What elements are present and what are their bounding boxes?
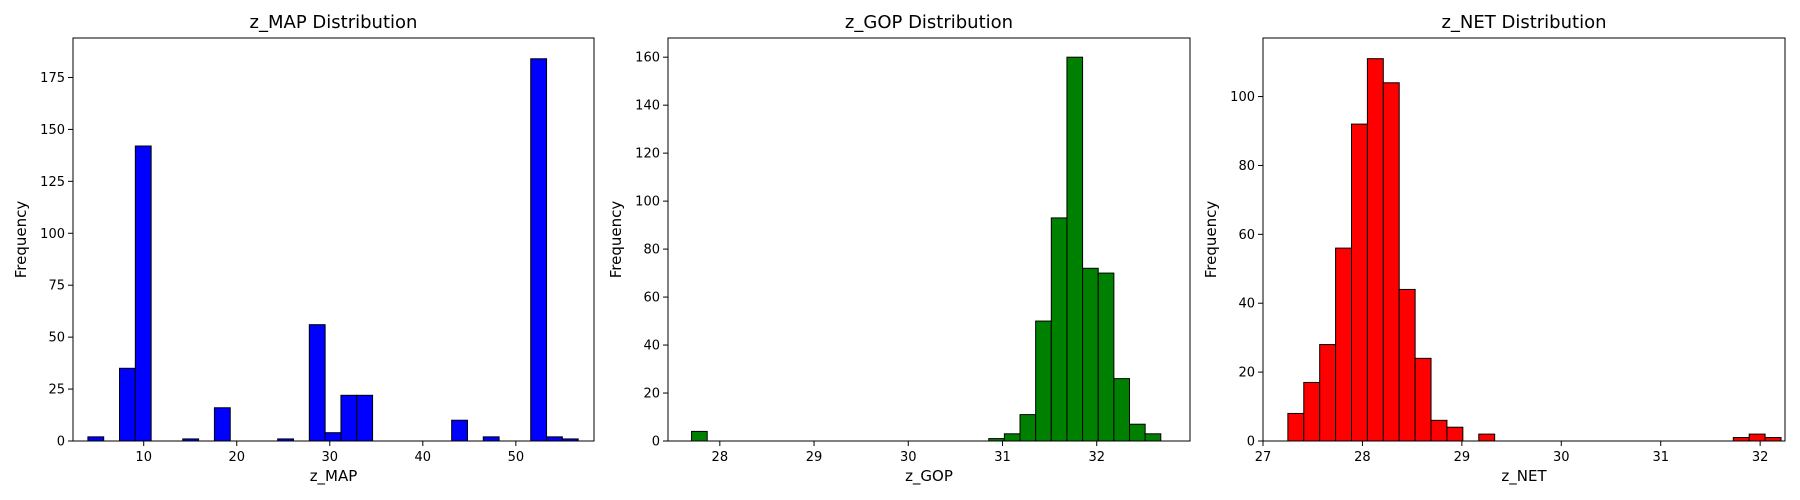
histogram-bar bbox=[546, 436, 563, 442]
histogram-bar bbox=[1446, 426, 1464, 442]
histogram-bar bbox=[324, 432, 342, 442]
y-tick-label: 160 bbox=[635, 51, 660, 66]
y-tick-label: 75 bbox=[48, 279, 65, 294]
bars bbox=[691, 56, 1162, 442]
y-tick-label: 150 bbox=[40, 123, 65, 138]
histogram-bar bbox=[1082, 267, 1099, 442]
x-axis-label: z_NET bbox=[1501, 467, 1547, 486]
y-tick-label: 100 bbox=[1230, 90, 1255, 105]
histogram-bar bbox=[213, 407, 231, 442]
histogram-bar bbox=[1050, 217, 1068, 442]
histogram-bar bbox=[1287, 412, 1305, 442]
x-tick-label: 30 bbox=[322, 450, 339, 465]
bars bbox=[1287, 58, 1782, 442]
y-tick-label: 0 bbox=[652, 435, 660, 450]
chart-title: z_MAP Distribution bbox=[250, 12, 418, 33]
y-tick-label: 50 bbox=[48, 331, 65, 346]
histogram-bar bbox=[1113, 378, 1131, 442]
x-tick-label: 40 bbox=[415, 450, 432, 465]
plot-frame bbox=[72, 37, 595, 442]
y-tick-label: 40 bbox=[643, 339, 660, 354]
histogram-bar bbox=[1414, 357, 1432, 442]
x-tick-label: 30 bbox=[900, 450, 917, 465]
y-axis-label: Frequency bbox=[12, 201, 30, 279]
x-tick-label: 28 bbox=[1354, 450, 1371, 465]
histogram-bar bbox=[1398, 288, 1416, 442]
x-tick-label: 10 bbox=[135, 450, 152, 465]
y-tick-label: 125 bbox=[40, 175, 65, 190]
x-axis-label: z_GOP bbox=[905, 467, 953, 486]
histogram-bar bbox=[1319, 344, 1337, 442]
x-tick-label: 20 bbox=[228, 450, 245, 465]
chart-panel-2: 28 29 30 31 32 0 20 40 60 80 100 120 140 160 z_GOP Dis… bbox=[607, 12, 1191, 486]
histogram-bar bbox=[1732, 437, 1750, 442]
chart-title: z_GOP Distribution bbox=[845, 12, 1013, 33]
y-tick-label: 100 bbox=[635, 195, 660, 210]
y-axis-label: Frequency bbox=[1202, 201, 1220, 279]
histogram-bar bbox=[1748, 433, 1766, 442]
histogram-bar bbox=[119, 367, 136, 442]
histogram-bar bbox=[451, 419, 468, 442]
x-tick-label: 32 bbox=[1088, 450, 1105, 465]
histogram-bar bbox=[1035, 320, 1052, 442]
histogram-bar bbox=[1350, 123, 1368, 442]
y-tick-label: 60 bbox=[1238, 228, 1255, 243]
x-tick-label: 31 bbox=[994, 450, 1011, 465]
histogram-bar bbox=[1430, 419, 1448, 442]
y-tick-label: 175 bbox=[40, 71, 65, 86]
histogram-bar bbox=[482, 436, 500, 442]
histogram-bar bbox=[1019, 414, 1037, 442]
x-tick-label: 30 bbox=[1553, 450, 1570, 465]
y-tick-label: 40 bbox=[1238, 297, 1255, 312]
x-tick-label: 31 bbox=[1652, 450, 1669, 465]
histogram-bar bbox=[1335, 247, 1352, 442]
histogram-bar bbox=[1478, 433, 1496, 442]
x-tick-label: 32 bbox=[1752, 450, 1769, 465]
x-tick-label: 50 bbox=[508, 450, 525, 465]
y-tick-label: 100 bbox=[40, 227, 65, 242]
histogram-bar bbox=[1144, 433, 1162, 442]
histogram-bar bbox=[1764, 437, 1782, 442]
histogram-bar bbox=[134, 145, 152, 442]
histogram-bar bbox=[691, 430, 708, 442]
y-axis-label: Frequency bbox=[607, 201, 625, 279]
histogram-bar bbox=[530, 58, 548, 442]
histogram-bar bbox=[340, 394, 358, 442]
histogram-bar bbox=[1129, 423, 1146, 442]
chart-panel-1: 10 20 30 40 50 0 25 50 75 100 125 150 175 z_MAP Distr… bbox=[12, 12, 595, 486]
plot-frame bbox=[1262, 37, 1786, 442]
histogram-bar bbox=[1303, 381, 1321, 442]
histogram-bar bbox=[356, 394, 374, 442]
y-tick-label: 0 bbox=[57, 435, 65, 450]
histogram-bar bbox=[308, 324, 326, 442]
y-tick-label: 140 bbox=[635, 99, 660, 114]
y-tick-label: 20 bbox=[643, 387, 660, 402]
histogram-bar bbox=[1382, 82, 1400, 442]
y-tick-label: 120 bbox=[635, 147, 660, 162]
histogram-bar bbox=[1097, 272, 1115, 442]
histogram-bar bbox=[87, 436, 105, 442]
y-tick-label: 25 bbox=[48, 383, 65, 398]
x-tick-label: 28 bbox=[712, 450, 729, 465]
y-tick-label: 0 bbox=[1247, 435, 1255, 450]
y-tick-label: 80 bbox=[1238, 159, 1255, 174]
y-tick-label: 60 bbox=[643, 291, 660, 306]
x-tick-label: 29 bbox=[1454, 450, 1471, 465]
chart-title: z_NET Distribution bbox=[1441, 12, 1606, 33]
bars bbox=[87, 58, 579, 442]
x-tick-label: 27 bbox=[1255, 450, 1272, 465]
histogram-bar bbox=[1066, 56, 1084, 442]
y-tick-label: 20 bbox=[1238, 366, 1255, 381]
histogram-bar bbox=[1003, 433, 1021, 442]
chart-panel-3: 27 28 29 30 31 32 0 20 40 60 80 100 z_NET Distributi… bbox=[1202, 12, 1786, 486]
plot-frame bbox=[667, 37, 1191, 442]
y-tick-label: 80 bbox=[643, 243, 660, 258]
histogram-bar bbox=[1366, 58, 1384, 442]
x-tick-label: 29 bbox=[806, 450, 823, 465]
x-axis-label: z_MAP bbox=[310, 467, 358, 486]
